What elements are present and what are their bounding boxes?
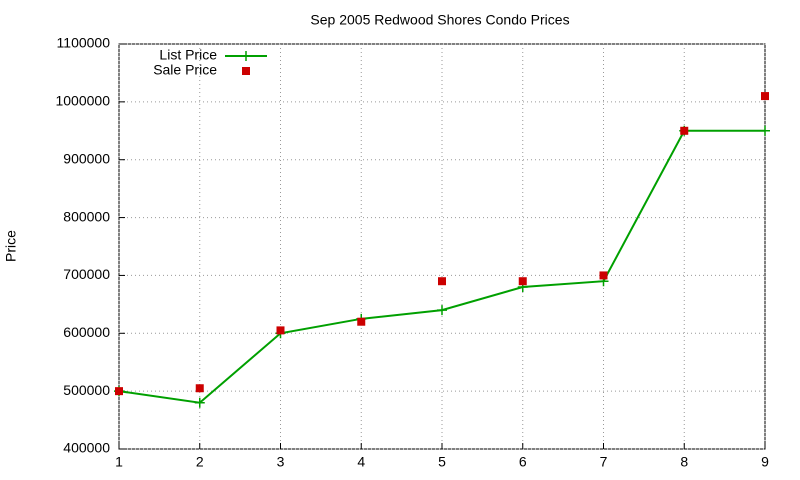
point-marker — [276, 326, 285, 335]
point-marker — [437, 305, 447, 316]
point-marker — [760, 125, 770, 136]
y-tick-label: 500000 — [63, 382, 110, 398]
legend-marker — [242, 67, 250, 75]
y-tick-label: 1100000 — [57, 35, 111, 51]
point-marker — [115, 387, 123, 396]
x-tick-label: 5 — [438, 454, 446, 470]
x-tick-label: 7 — [600, 454, 608, 470]
y-tick-label: 400000 — [63, 440, 110, 456]
chart-title: Sep 2005 Redwood Shores Condo Prices — [310, 12, 569, 28]
legend-label: Sale Price — [153, 62, 217, 78]
x-tick-label: 3 — [277, 454, 285, 470]
y-tick-label: 800000 — [63, 208, 110, 224]
point-marker — [599, 271, 608, 280]
x-tick-label: 6 — [519, 454, 527, 470]
point-marker — [518, 277, 527, 286]
point-marker — [194, 397, 205, 408]
y-tick-label: 1000000 — [55, 93, 110, 109]
y-axis-label: Price — [3, 230, 19, 262]
series-line — [118, 129, 765, 404]
x-tick-label: 8 — [680, 454, 688, 470]
x-tick-label: 4 — [357, 454, 365, 470]
x-tick-label: 2 — [196, 454, 204, 470]
legend-marker — [241, 51, 251, 61]
point-marker — [680, 126, 689, 135]
x-tick-label: 1 — [115, 454, 123, 470]
x-tick-label: 9 — [761, 454, 769, 470]
point-marker — [357, 317, 366, 326]
point-marker — [438, 277, 446, 286]
point-marker — [195, 384, 204, 393]
y-tick-label: 700000 — [63, 266, 110, 282]
y-tick-label: 600000 — [63, 324, 110, 340]
legend-label: List Price — [159, 47, 217, 63]
y-tick-label: 900000 — [63, 150, 110, 166]
point-marker — [761, 92, 769, 101]
